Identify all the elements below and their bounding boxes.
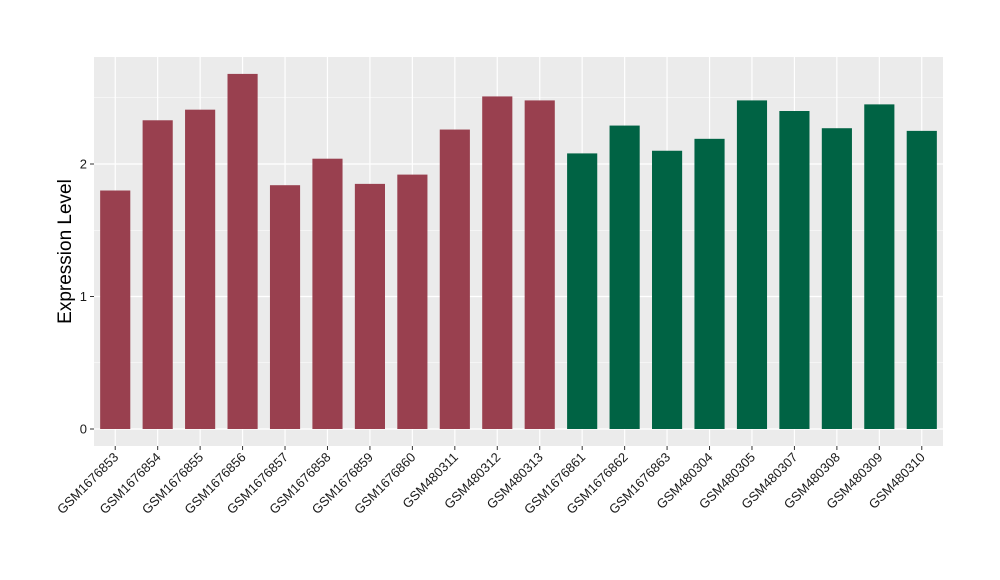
bars (100, 73, 937, 430)
bar-GSM1676862 (609, 125, 640, 429)
bar-GSM480312 (482, 96, 513, 430)
bar-GSM1676856 (227, 73, 258, 430)
y-axis: 0 1 2 (80, 157, 94, 437)
bar-GSM480309 (864, 104, 895, 429)
bar-GSM480308 (821, 128, 852, 429)
bar-GSM1676858 (312, 158, 343, 429)
bar-GSM1676859 (354, 183, 385, 429)
bar-GSM480311 (439, 129, 470, 430)
bar-GSM480304 (694, 138, 725, 429)
bar-GSM1676854 (142, 120, 173, 430)
bar-GSM480305 (736, 100, 768, 430)
y-tick-label: 1 (80, 289, 87, 304)
bar-GSM480310 (906, 130, 937, 429)
bar-GSM1676853 (100, 190, 131, 429)
bar-GSM1676863 (652, 150, 683, 429)
bar-GSM1676855 (185, 109, 216, 430)
bar-GSM480307 (779, 111, 810, 429)
bar-GSM1676860 (397, 174, 428, 429)
y-tick-label: 2 (80, 157, 87, 172)
x-axis: GSM1676853GSM1676854GSM1676855GSM1676856… (54, 446, 928, 517)
bar-GSM480313 (524, 100, 555, 430)
y-tick-label: 0 (80, 422, 87, 437)
bar-GSM1676861 (567, 153, 598, 429)
bar-GSM1676857 (269, 185, 301, 429)
plot-panel (94, 57, 943, 446)
y-axis-title: Expression Level (55, 179, 76, 324)
